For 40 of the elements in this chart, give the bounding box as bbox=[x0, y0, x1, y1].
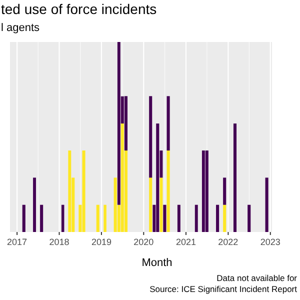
x-tick-label: 2023 bbox=[260, 237, 280, 247]
bar bbox=[216, 204, 220, 232]
bar bbox=[40, 204, 44, 232]
chart-subtitle: l agents bbox=[1, 22, 40, 34]
bar bbox=[166, 150, 170, 232]
bar bbox=[166, 96, 170, 150]
source-note: Source: ICE Significant Incident Report bbox=[150, 284, 298, 294]
bar bbox=[265, 178, 268, 232]
x-tick-label: 2018 bbox=[49, 237, 70, 247]
bar bbox=[120, 124, 124, 232]
x-axis-title: Month bbox=[142, 257, 172, 269]
chart-title: ted use of force incidents bbox=[1, 1, 157, 17]
text: Data not available for bbox=[216, 273, 298, 283]
bar bbox=[61, 204, 64, 232]
bar bbox=[33, 178, 36, 232]
bar bbox=[202, 150, 205, 232]
bar bbox=[117, 42, 120, 205]
bar bbox=[163, 204, 166, 232]
bar bbox=[205, 150, 208, 232]
bar bbox=[96, 204, 100, 232]
bar bbox=[68, 150, 72, 232]
bar bbox=[82, 150, 86, 232]
x-tick-label: 2021 bbox=[176, 237, 196, 247]
bar bbox=[194, 204, 198, 232]
x-tick-label: 2020 bbox=[134, 237, 154, 247]
bar bbox=[124, 96, 128, 150]
bar bbox=[177, 204, 180, 232]
x-tick-label: 2017 bbox=[7, 237, 28, 247]
bar bbox=[22, 204, 26, 232]
bar bbox=[248, 204, 251, 232]
bar bbox=[233, 124, 237, 232]
x-tick-label: 2022 bbox=[218, 237, 238, 247]
bar bbox=[149, 96, 152, 178]
bar bbox=[223, 178, 226, 205]
bar bbox=[149, 178, 152, 232]
bar bbox=[223, 204, 226, 232]
bar bbox=[156, 124, 160, 232]
bar bbox=[104, 204, 106, 232]
bar bbox=[114, 178, 117, 232]
x-tick-label: 2019 bbox=[91, 237, 112, 247]
